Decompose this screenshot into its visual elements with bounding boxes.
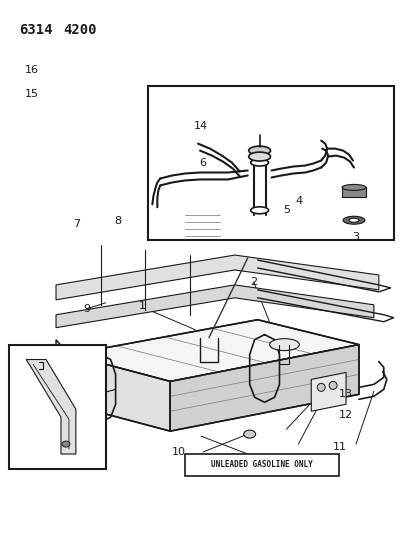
Bar bbox=[9, 345, 106, 469]
Text: 13: 13 bbox=[338, 389, 352, 399]
Bar bbox=[148, 86, 393, 240]
Ellipse shape bbox=[62, 441, 70, 447]
Ellipse shape bbox=[341, 184, 365, 190]
Polygon shape bbox=[26, 360, 76, 454]
Ellipse shape bbox=[250, 207, 268, 214]
Text: 2: 2 bbox=[249, 277, 257, 287]
Text: 6: 6 bbox=[199, 158, 206, 168]
Bar bbox=[341, 188, 365, 197]
Ellipse shape bbox=[248, 146, 270, 155]
Ellipse shape bbox=[317, 383, 324, 391]
Text: 16: 16 bbox=[25, 66, 39, 75]
Ellipse shape bbox=[248, 152, 270, 161]
Ellipse shape bbox=[348, 218, 358, 222]
Text: 15: 15 bbox=[25, 89, 39, 99]
Polygon shape bbox=[69, 320, 358, 382]
Polygon shape bbox=[56, 340, 69, 404]
Text: 8: 8 bbox=[114, 216, 121, 227]
Ellipse shape bbox=[328, 382, 336, 389]
Text: 11: 11 bbox=[332, 442, 346, 452]
Text: 1: 1 bbox=[138, 301, 145, 311]
Bar bbox=[185, 454, 338, 476]
Polygon shape bbox=[69, 354, 170, 431]
Text: 4200: 4200 bbox=[63, 23, 96, 37]
Text: 9: 9 bbox=[83, 304, 90, 314]
Text: 12: 12 bbox=[337, 410, 352, 420]
Text: 3: 3 bbox=[351, 232, 358, 243]
Ellipse shape bbox=[250, 159, 268, 166]
Text: 4: 4 bbox=[294, 196, 301, 206]
Ellipse shape bbox=[269, 338, 299, 351]
Polygon shape bbox=[56, 285, 373, 328]
Ellipse shape bbox=[243, 430, 255, 438]
Text: UNLEADED GASOLINE ONLY: UNLEADED GASOLINE ONLY bbox=[211, 461, 312, 470]
Polygon shape bbox=[56, 255, 378, 300]
Text: 5: 5 bbox=[282, 205, 289, 215]
Ellipse shape bbox=[342, 216, 364, 224]
Polygon shape bbox=[170, 345, 358, 431]
Text: 10: 10 bbox=[171, 447, 185, 457]
Text: 7: 7 bbox=[73, 219, 80, 229]
Polygon shape bbox=[310, 373, 345, 411]
Text: 14: 14 bbox=[193, 121, 207, 131]
Text: 6314: 6314 bbox=[19, 23, 53, 37]
